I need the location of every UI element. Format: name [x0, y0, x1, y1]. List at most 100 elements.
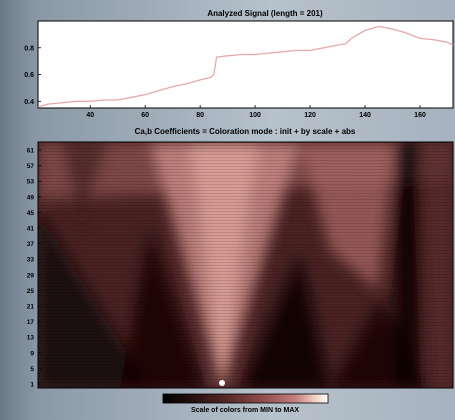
- heatmap-scanline: [38, 277, 453, 278]
- heatmap-scanline: [38, 361, 453, 362]
- heatmap-scanline: [38, 148, 453, 149]
- heatmap-scanline: [38, 352, 453, 353]
- heatmap-scanline: [38, 295, 453, 296]
- colorbar-label: Scale of colors from MIN to MAX: [191, 407, 299, 414]
- heatmap-scanline: [38, 184, 453, 185]
- heatmap-scanline: [38, 169, 453, 170]
- heatmap-y-tick-label: 61: [27, 148, 35, 155]
- signal-series-line: [37, 25, 454, 108]
- heatmap-scanline: [38, 271, 453, 272]
- heatmap-scanline: [38, 367, 453, 368]
- heatmap-scanline: [38, 376, 453, 377]
- signal-y-tick-label: 0.6: [24, 72, 34, 79]
- heatmap-scanline: [38, 355, 453, 356]
- heatmap-scanline: [38, 337, 453, 338]
- heatmap-scanline: [38, 319, 453, 320]
- heatmap-y-tick-label: 13: [27, 335, 35, 342]
- heatmap-scanline: [38, 151, 453, 152]
- heatmap-scanline: [38, 298, 453, 299]
- signal-plot-area: [37, 20, 454, 109]
- heatmap-frame: [37, 141, 454, 389]
- heatmap-scanline: [38, 370, 453, 371]
- signal-x-tick-label: 140: [359, 112, 371, 119]
- signal-y-tick-label: 0.4: [24, 99, 34, 106]
- signal-x-tick-label: 120: [304, 112, 316, 119]
- heatmap-scanline: [38, 256, 453, 257]
- heatmap-y-tick-label: 29: [27, 272, 35, 279]
- heatmap-scanline: [38, 163, 453, 164]
- heatmap-scanline: [38, 181, 453, 182]
- coefficients-heatmap: [38, 142, 453, 388]
- heatmap-scanline: [38, 322, 453, 323]
- heatmap-scanline: [38, 205, 453, 206]
- heatmap-y-tick-label: 41: [27, 226, 35, 233]
- heatmap-scanline: [38, 223, 453, 224]
- heatmap-scanline: [38, 241, 453, 242]
- heatmap-scanline: [38, 346, 453, 347]
- heatmap-scanline: [38, 157, 453, 158]
- signal-axes: 40 60 80 100 120 140 160 0.4 0.6 0.8: [24, 45, 426, 119]
- heatmap-scanline: [38, 385, 453, 386]
- heatmap-y-tick-label: 33: [27, 257, 35, 264]
- heatmap-scanline: [38, 364, 453, 365]
- heatmap-scanline: [38, 160, 453, 161]
- heatmap-scanline: [38, 175, 453, 176]
- heatmap-scanline: [38, 238, 453, 239]
- heatmap-y-tick-label: 17: [27, 319, 35, 326]
- heatmap-scanline: [38, 382, 453, 383]
- signal-x-tick-label: 80: [196, 112, 204, 119]
- heatmap-scanline: [38, 268, 453, 269]
- heatmap-scanline: [38, 325, 453, 326]
- signal-chart: Analyzed Signal (length = 201) 40 60 80 100…: [24, 9, 454, 119]
- heatmap-y-axis: 1 5 9 13 17 21 25 29 33 37 41 45 49 53 57 61: [27, 148, 41, 389]
- heatmap-scanline: [38, 211, 453, 212]
- heatmap-scanline: [38, 313, 453, 314]
- heatmap-scanline: [38, 214, 453, 215]
- signal-x-tick-label: 60: [141, 112, 149, 119]
- colorbar-gradient: [162, 393, 329, 404]
- heatmap-scanline: [38, 145, 453, 146]
- heatmap-scanline: [38, 292, 453, 293]
- heatmap-y-tick-label: 57: [27, 163, 35, 170]
- heatmap-scanline: [38, 286, 453, 287]
- heatmap-scanline: [38, 310, 453, 311]
- heatmap-scanline: [38, 340, 453, 341]
- heatmap-y-tick-label: 45: [27, 210, 35, 217]
- heatmap-y-tick-label: 49: [27, 194, 35, 201]
- heatmap-y-tick-label: 53: [27, 179, 35, 186]
- signal-x-tick-label: 160: [414, 112, 426, 119]
- heatmap-scanline: [38, 307, 453, 308]
- heatmap-y-tick-label: 1: [30, 382, 34, 389]
- heatmap-scanline: [38, 334, 453, 335]
- heatmap-y-tick-label: 25: [27, 288, 35, 295]
- heatmap-scanline: [38, 250, 453, 251]
- heatmap-scanline: [38, 328, 453, 329]
- heatmap-scanline: [38, 280, 453, 281]
- heatmap-scanline: [38, 196, 453, 197]
- heatmap-scanline: [38, 244, 453, 245]
- heatmap-scanline: [38, 301, 453, 302]
- heatmap-scanline: [38, 178, 453, 179]
- heatmap-scanline: [38, 349, 453, 350]
- heatmap-y-tick-label: 5: [30, 366, 34, 373]
- heatmap-scanline: [38, 208, 453, 209]
- heatmap-scanline: [38, 316, 453, 317]
- heatmap-scanline: [38, 343, 453, 344]
- heatmap-y-tick-label: 21: [27, 304, 35, 311]
- heatmap-scanline: [38, 304, 453, 305]
- heatmap-y-tick-label: 9: [30, 350, 34, 357]
- heatmap-scanline: [38, 190, 453, 191]
- heatmap-scanline: [38, 262, 453, 263]
- colorbar: Scale of colors from MIN to MAX: [162, 393, 329, 414]
- heatmap-scanline: [38, 274, 453, 275]
- heatmap-scanline: [38, 226, 453, 227]
- heatmap-scanline: [38, 379, 453, 380]
- heatmap-scanline: [38, 202, 453, 203]
- heatmap-scanline: [38, 289, 453, 290]
- heatmap-scanline: [38, 217, 453, 218]
- heatmap-scanline: [38, 193, 453, 194]
- heatmap-scanline: [38, 235, 453, 236]
- signal-x-tick-label: 100: [249, 112, 261, 119]
- heatmap-scanline: [38, 166, 453, 167]
